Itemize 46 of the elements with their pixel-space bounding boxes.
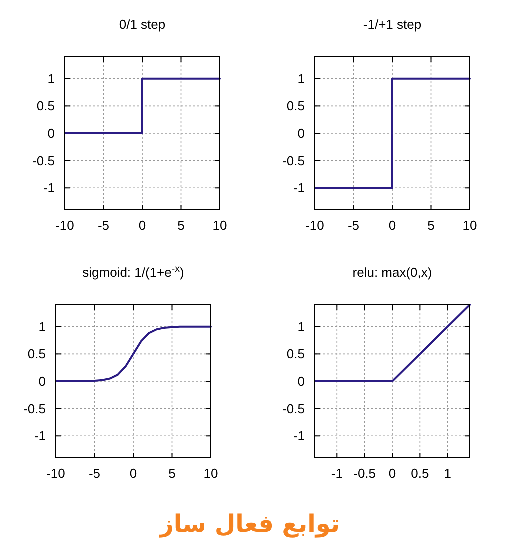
- x-tick-label: 0: [388, 466, 396, 481]
- x-tick-label: -5: [98, 218, 110, 233]
- chart-title: 0/1 step: [119, 17, 166, 32]
- x-tick-label: 0: [130, 466, 138, 481]
- y-tick-label: 0: [298, 374, 305, 389]
- chart-title: relu: max(0,x): [352, 265, 432, 280]
- x-tick-label: 10: [204, 466, 218, 481]
- x-tick-label: -5: [88, 466, 101, 481]
- x-tick-label: 0: [138, 218, 146, 233]
- x-tick-label: 0: [388, 218, 396, 233]
- y-tick-label: -1: [34, 428, 46, 444]
- line-series: [55, 326, 212, 382]
- x-tick-label: -5: [348, 218, 360, 233]
- y-tick-label: 0: [48, 126, 55, 141]
- y-tick-label: 1: [298, 319, 305, 334]
- y-tick-label: -0.5: [32, 153, 55, 168]
- y-tick-label: 0: [38, 374, 46, 389]
- x-tick-label: 10: [462, 218, 478, 233]
- y-tick-label: -1: [293, 428, 305, 444]
- chart-title: -1/+1 step: [363, 17, 422, 32]
- y-tick-label: -0.5: [24, 401, 46, 416]
- x-tick-label: -10: [56, 218, 74, 233]
- y-tick-label: 1: [38, 319, 46, 334]
- x-tick-label: 10: [212, 218, 228, 233]
- y-tick-label: -0.5: [282, 153, 305, 168]
- y-tick-label: -0.5: [282, 401, 305, 416]
- x-tick-label: 0.5: [411, 466, 430, 481]
- y-tick-label: -1: [43, 180, 55, 196]
- x-tick-label: -0.5: [354, 466, 376, 481]
- x-tick-label: 5: [168, 466, 176, 481]
- y-tick-label: 0.5: [286, 346, 305, 362]
- chart-title: sigmoid: 1/(1+e$^{-x}$): [82, 264, 184, 280]
- y-tick-label: 0.5: [36, 98, 55, 114]
- x-tick-label: -1: [331, 466, 343, 481]
- x-tick-label: -10: [46, 466, 66, 481]
- x-tick-label: 5: [178, 218, 185, 233]
- x-tick-label: 1: [444, 466, 452, 481]
- x-tick-label: 5: [428, 218, 435, 233]
- y-tick-label: 1: [298, 71, 305, 86]
- y-tick-label: 0.5: [28, 346, 46, 362]
- y-tick-label: 1: [48, 71, 55, 86]
- y-tick-label: 0.5: [286, 98, 305, 114]
- y-tick-label: -1: [293, 180, 305, 196]
- x-tick-label: -10: [306, 218, 324, 233]
- y-tick-label: 0: [298, 126, 305, 141]
- text: توابع فعال ساز: [159, 510, 340, 538]
